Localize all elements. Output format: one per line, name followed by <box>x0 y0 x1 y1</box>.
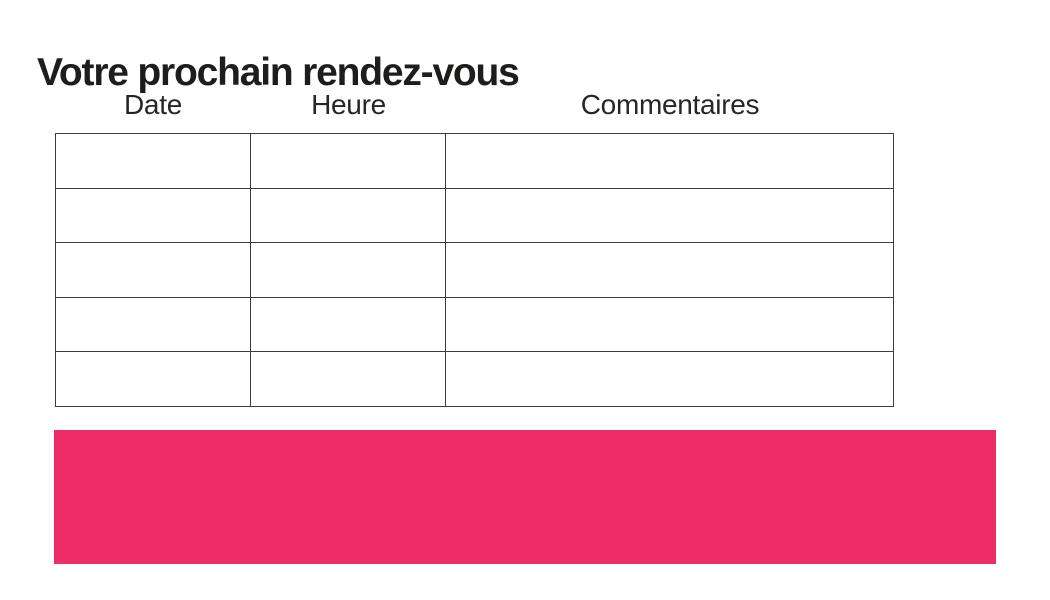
table-cell <box>446 298 893 352</box>
table-cell <box>251 134 446 188</box>
table-cell <box>56 188 251 243</box>
column-header-commentaires: Commentaires <box>580 89 760 120</box>
highlight-banner <box>54 430 996 564</box>
table-row <box>56 188 893 244</box>
page-title: Votre prochain rendez-vous <box>37 51 520 95</box>
table-cell <box>446 189 893 243</box>
table-cell <box>251 352 446 406</box>
table-cell <box>56 134 251 188</box>
column-header-heure: Heure <box>311 89 386 120</box>
table-cell <box>251 188 446 243</box>
table-cell <box>251 297 446 352</box>
table-row <box>56 297 893 353</box>
table-row <box>56 134 893 189</box>
table-cell <box>446 243 893 297</box>
table-row <box>56 243 893 298</box>
table-cell <box>251 243 446 297</box>
table-row <box>56 352 893 406</box>
column-header-date: Date <box>124 89 182 120</box>
table-cell <box>56 352 251 406</box>
appointments-table <box>55 133 894 407</box>
table-cell <box>446 134 893 188</box>
table-cell <box>56 297 251 352</box>
table-cell <box>446 352 893 406</box>
table-cell <box>56 243 251 297</box>
table-column-headers: Date Heure Commentaires <box>55 91 894 119</box>
